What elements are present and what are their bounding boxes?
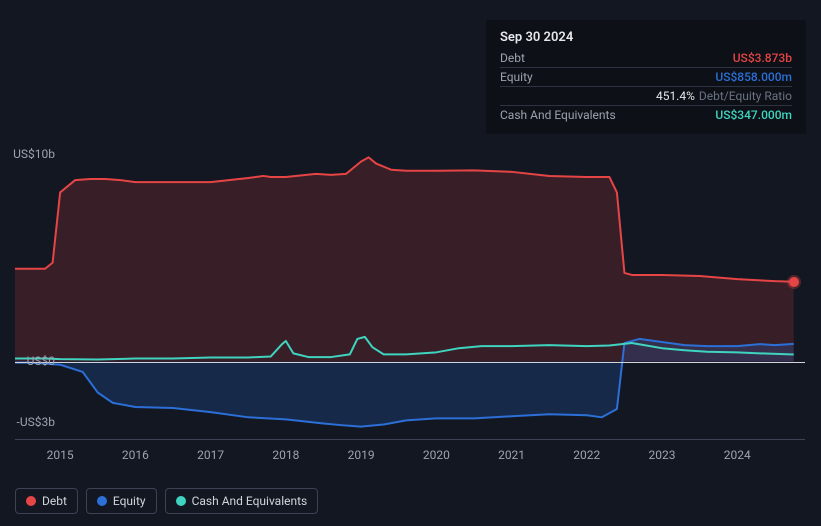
- chart-tooltip: Sep 30 2024 Debt US$3.873b Equity US$858…: [486, 20, 806, 134]
- x-tick-label: 2020: [423, 448, 450, 462]
- x-tick-label: 2018: [272, 448, 299, 462]
- tooltip-row-equity: Equity US$858.000m: [500, 68, 792, 87]
- x-tick-label: 2015: [47, 448, 74, 462]
- tooltip-debt-label: Debt: [500, 51, 525, 65]
- tooltip-debt-value: US$3.873b: [733, 51, 792, 65]
- legend-item-equity[interactable]: Equity: [86, 488, 157, 514]
- tooltip-cash-value: US$347.000m: [715, 108, 792, 122]
- chart-svg: [15, 145, 805, 440]
- series-end-marker: [789, 277, 799, 287]
- legend-label-cash: Cash And Equivalents: [192, 494, 308, 508]
- tooltip-ratio-wrap: 451.4% Debt/Equity Ratio: [656, 89, 792, 103]
- tooltip-ratio-value: 451.4%: [656, 89, 695, 103]
- legend-item-debt[interactable]: Debt: [15, 488, 78, 514]
- tooltip-equity-label: Equity: [500, 70, 533, 84]
- y-tick-label: US$0: [27, 354, 55, 368]
- x-tick-label: 2022: [573, 448, 600, 462]
- x-tick-label: 2021: [498, 448, 525, 462]
- tooltip-cash-label: Cash And Equivalents: [500, 108, 616, 122]
- tooltip-date: Sep 30 2024: [500, 30, 792, 45]
- tooltip-ratio-suffix: Debt/Equity Ratio: [699, 89, 792, 103]
- legend-item-cash[interactable]: Cash And Equivalents: [165, 488, 319, 514]
- tooltip-row-ratio: . 451.4%Debt/Equity Ratio: [500, 87, 792, 106]
- legend-label-debt: Debt: [42, 494, 67, 508]
- y-tick-label: US$10b: [13, 147, 55, 161]
- tooltip-row-cash: Cash And Equivalents US$347.000m: [500, 106, 792, 124]
- y-tick-label: -US$3b: [17, 415, 55, 429]
- legend-swatch-equity: [97, 496, 107, 506]
- zero-axis-line: [15, 362, 805, 363]
- legend-label-equity: Equity: [113, 494, 146, 508]
- x-tick-label: 2019: [348, 448, 375, 462]
- tooltip-row-debt: Debt US$3.873b: [500, 49, 792, 68]
- x-tick-label: 2016: [122, 448, 149, 462]
- x-tick-label: 2023: [649, 448, 676, 462]
- x-tick-label: 2017: [197, 448, 224, 462]
- legend-swatch-cash: [176, 496, 186, 506]
- legend-swatch-debt: [26, 496, 36, 506]
- x-tick-label: 2024: [724, 448, 751, 462]
- financial-chart: Sep 30 2024 Debt US$3.873b Equity US$858…: [0, 0, 821, 526]
- tooltip-equity-value: US$858.000m: [715, 70, 792, 84]
- chart-legend: Debt Equity Cash And Equivalents: [15, 488, 318, 514]
